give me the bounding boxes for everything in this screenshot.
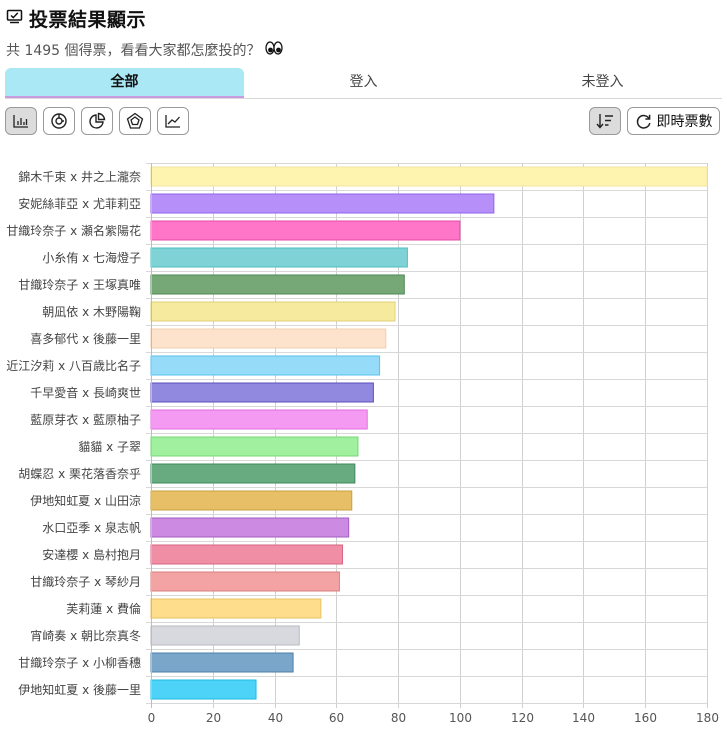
pie-chart-icon <box>89 112 106 129</box>
bar-chart-icon <box>13 115 28 128</box>
x-tick-label: 40 <box>268 711 283 725</box>
bar <box>150 463 356 484</box>
x-tick-label: 0 <box>148 711 156 725</box>
category-label: 小糸侑 x 七海燈子 <box>42 250 141 265</box>
x-tick-label: 60 <box>329 711 344 725</box>
bar <box>150 652 294 673</box>
category-label: 甘織玲奈子 x 琴紗月 <box>30 575 141 589</box>
category-label: 胡蝶忍 x 栗花落香奈乎 <box>18 466 141 481</box>
bar <box>150 679 257 700</box>
bar <box>150 571 340 592</box>
category-label: 安妮絲菲亞 x 尤菲莉亞 <box>18 196 141 211</box>
bar <box>150 166 708 187</box>
category-label: 近江汐莉 x 八百歳比名子 <box>6 358 141 373</box>
bar-chart-button[interactable] <box>5 107 37 135</box>
line-chart-icon <box>165 115 180 128</box>
page-header: 投票結果顯示 <box>6 4 146 32</box>
category-label: 伊地知虹夏 x 山田涼 <box>30 493 141 508</box>
bar <box>150 490 353 511</box>
category-label: 伊地知虹夏 x 後藤一里 <box>18 683 141 697</box>
x-tick-label: 100 <box>449 711 472 725</box>
bar <box>150 220 461 241</box>
bar <box>150 301 396 322</box>
category-label: 千早愛音 x 長崎爽世 <box>30 385 141 400</box>
category-label: 藍原芽衣 x 藍原柚子 <box>30 412 141 427</box>
refresh-icon <box>636 114 651 129</box>
bar <box>150 274 405 295</box>
x-tick-label: 20 <box>206 711 221 725</box>
chart-toolbar: 即時票數 <box>0 107 727 137</box>
bar <box>150 517 350 538</box>
x-tick-label: 180 <box>696 711 719 725</box>
bar <box>150 598 322 619</box>
category-label: 貓貓 x 子翠 <box>78 440 141 454</box>
eyes-emoji-icon <box>264 40 283 60</box>
bar <box>150 409 368 430</box>
donut-chart-icon <box>51 113 67 129</box>
realtime-votes-button[interactable]: 即時票數 <box>627 107 720 135</box>
tab-not-logged-in[interactable]: 未登入 <box>581 74 624 90</box>
category-label: 甘織玲奈子 x 王塚真唯 <box>18 278 141 292</box>
line-chart-button[interactable] <box>157 107 189 135</box>
category-label: 芙莉蓮 x 費倫 <box>66 601 141 616</box>
category-label: 錦木千束 x 井之上瀧奈 <box>18 169 141 184</box>
category-label: 甘織玲奈子 x 瀬名紫陽花 <box>6 223 141 238</box>
pie-chart-button[interactable] <box>81 107 113 135</box>
sort-icon <box>596 114 613 129</box>
vote-summary: 共 1495 個得票，看看大家都怎麼投的？ <box>6 40 283 60</box>
bar <box>150 328 387 349</box>
category-label: 甘織玲奈子 x 小柳香穗 <box>18 656 141 670</box>
tab-bar: 全部 登入 未登入 <box>5 68 722 99</box>
page-title: 投票結果顯示 <box>29 8 147 31</box>
category-label: 宵崎奏 x 朝比奈真冬 <box>30 628 141 643</box>
bar <box>150 436 359 457</box>
category-label: 安達櫻 x 島村抱月 <box>42 547 141 562</box>
bar <box>150 382 374 403</box>
category-label: 朝凪依 x 木野陽鞠 <box>42 304 141 319</box>
category-label: 喜多郁代 x 後藤一里 <box>30 331 141 346</box>
realtime-votes-label: 即時票數 <box>656 114 713 130</box>
vote-summary-text: 共 1495 個得票，看看大家都怎麼投的？ <box>6 43 261 59</box>
tab-logged-in[interactable]: 登入 <box>349 74 378 90</box>
bar <box>150 193 495 214</box>
tab-all[interactable]: 全部 <box>5 68 244 98</box>
x-tick-label: 140 <box>572 711 595 725</box>
sort-button[interactable] <box>589 107 621 135</box>
vote-icon <box>6 8 23 29</box>
x-tick-label: 160 <box>634 711 657 725</box>
radar-chart-icon <box>126 112 144 129</box>
category-label: 水口亞季 x 泉志帆 <box>42 520 141 535</box>
bar <box>150 355 381 376</box>
x-tick-label: 80 <box>391 711 406 725</box>
bar <box>150 247 408 268</box>
votes-bar-chart: 0 20 40 60 80 100 120 140 160 180 錦木千束 x 井之上瀧奈安妮絲菲… <box>6 163 719 725</box>
bar <box>150 625 300 646</box>
donut-chart-button[interactable] <box>43 107 75 135</box>
radar-chart-button[interactable] <box>119 107 151 135</box>
bar <box>150 544 344 565</box>
x-tick-label: 120 <box>511 711 534 725</box>
